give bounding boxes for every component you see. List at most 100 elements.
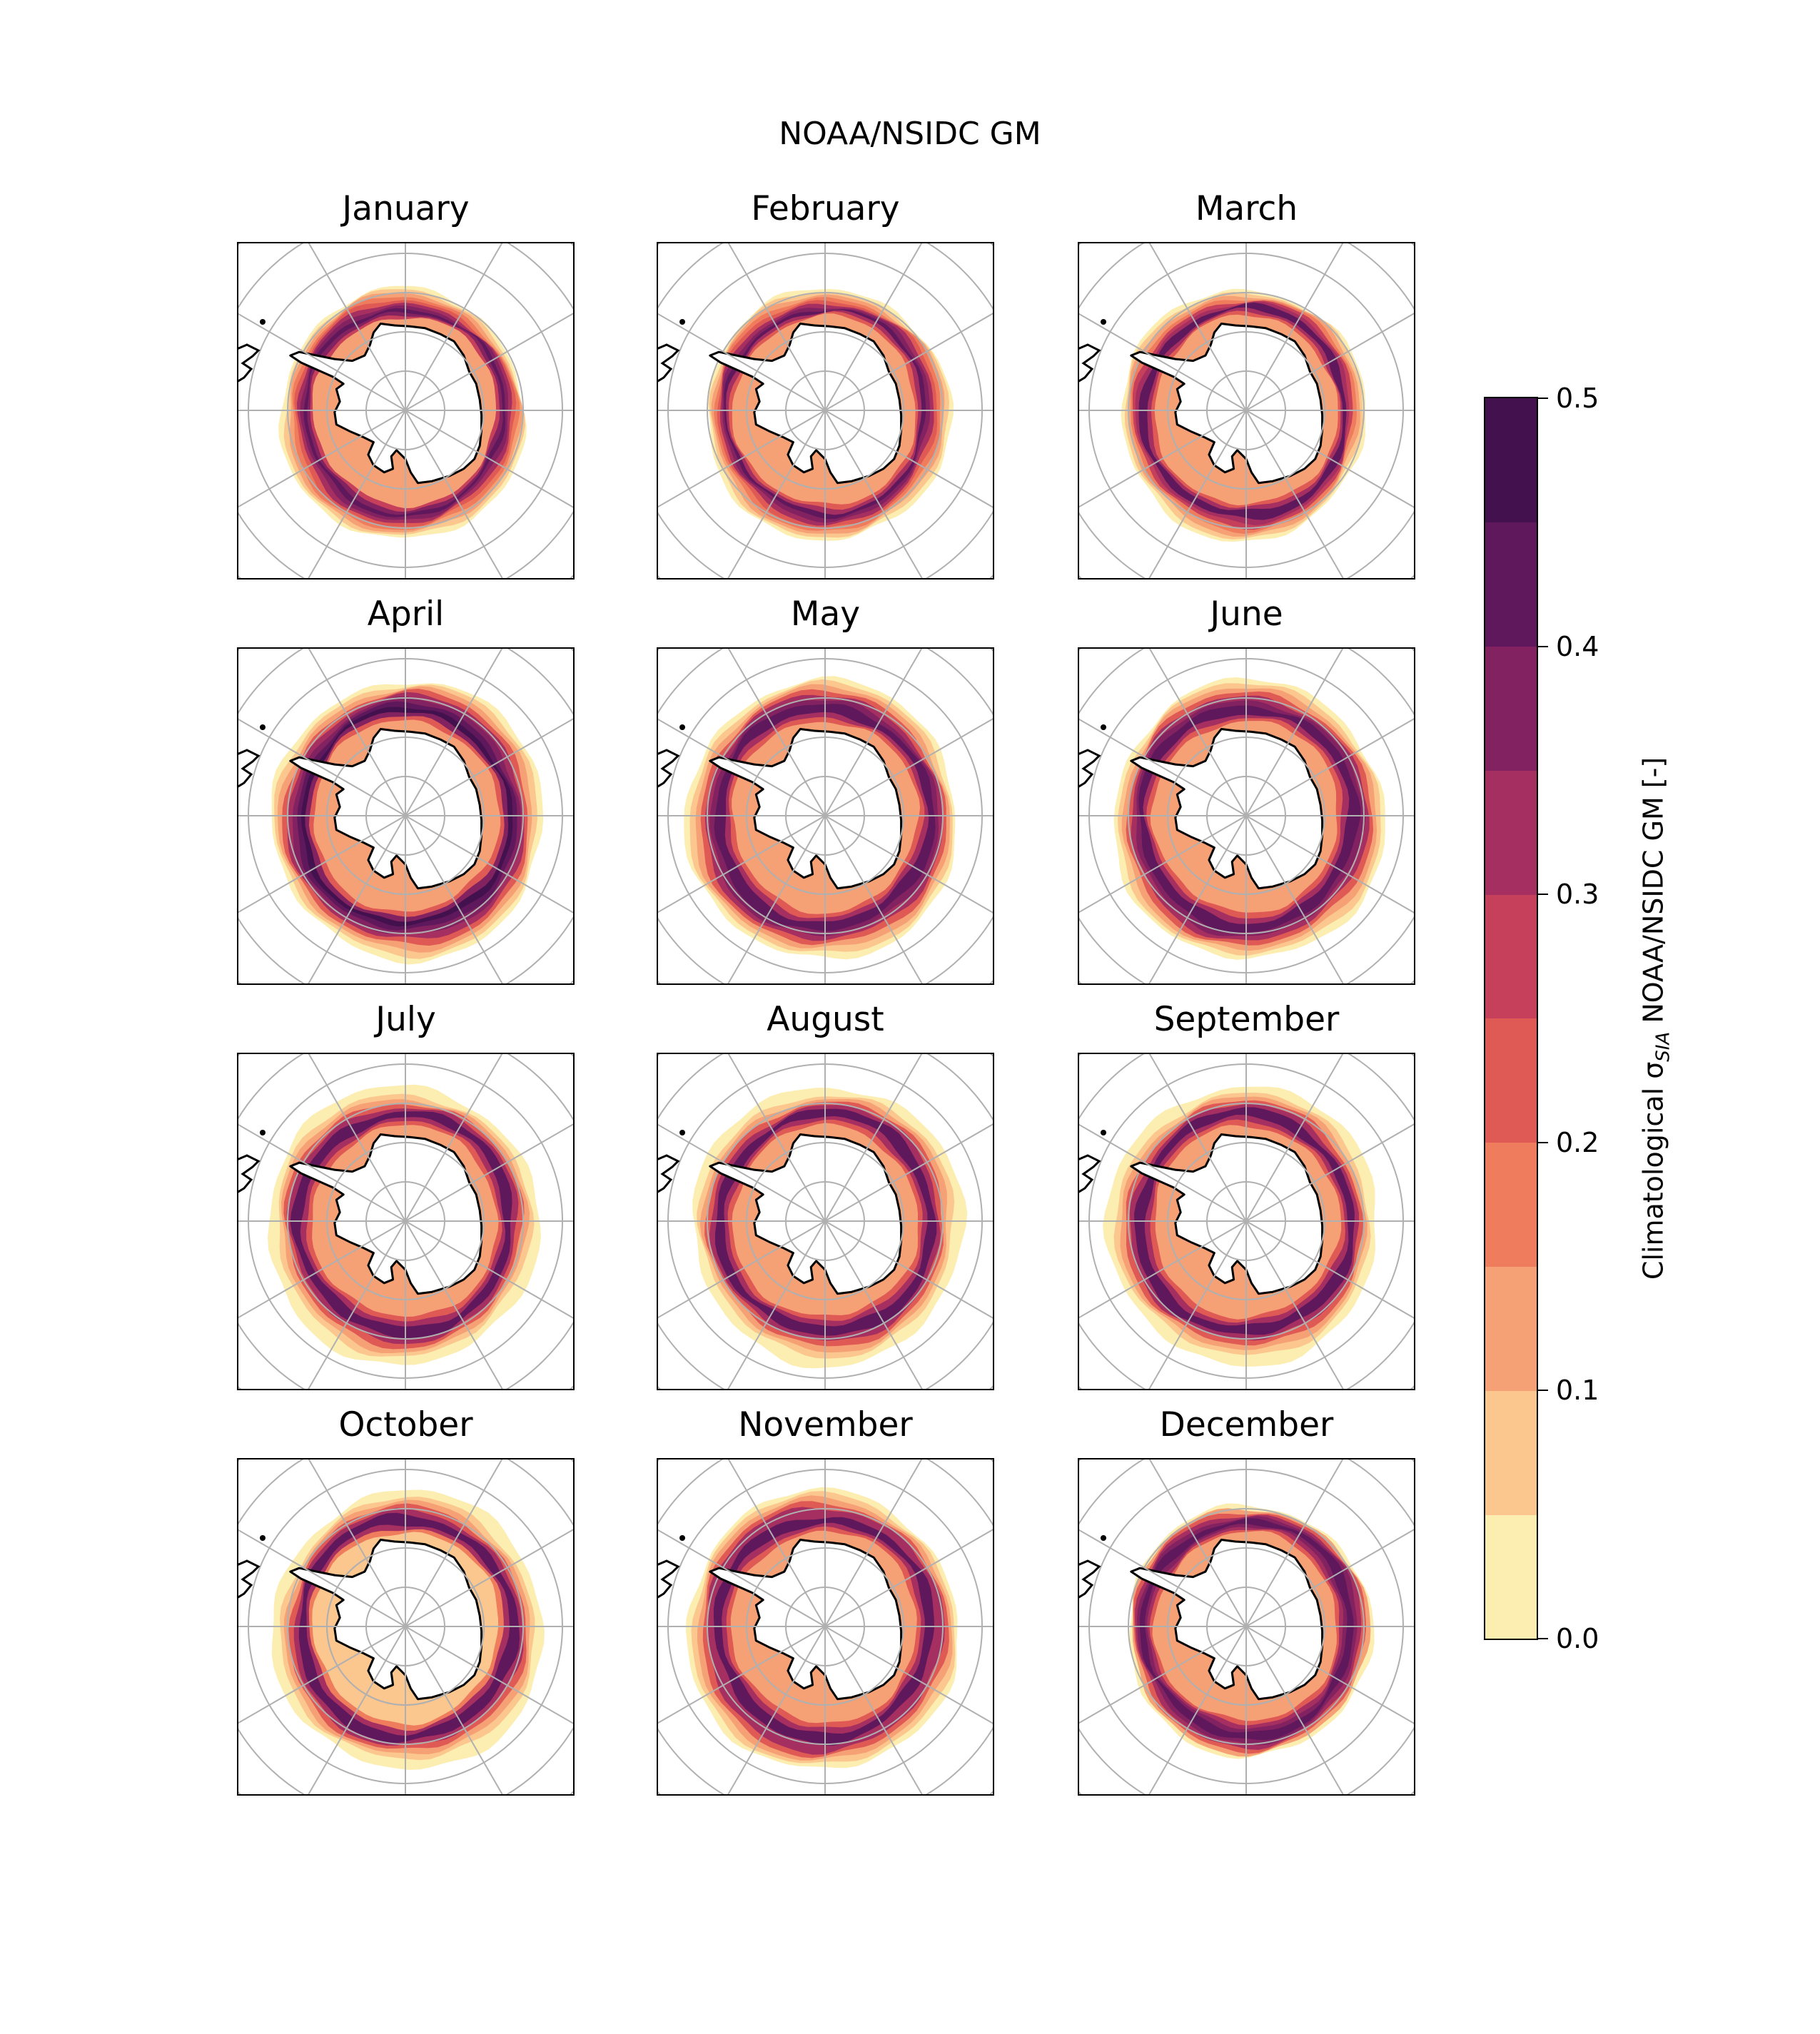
meridian-gridline	[1148, 1220, 1247, 1390]
meridian-gridline	[405, 410, 575, 509]
south-america-coastline	[657, 749, 680, 789]
meridian-gridline	[824, 1458, 924, 1627]
colorbar-band	[1485, 1390, 1537, 1515]
island-marker	[1101, 1535, 1106, 1541]
south-america-coastline	[237, 749, 261, 789]
island-marker	[679, 1130, 685, 1135]
meridian-gridline	[657, 312, 826, 411]
polar-map	[1078, 1053, 1415, 1390]
antarctica-coastline	[1130, 728, 1324, 890]
polar-map	[237, 647, 575, 985]
meridian-gridline	[824, 647, 924, 816]
meridian-gridline	[657, 1528, 826, 1627]
meridian-gridline	[824, 815, 924, 985]
meridian-gridline	[1078, 312, 1247, 411]
colorbar-band	[1485, 770, 1537, 895]
panel-title: March	[1195, 189, 1298, 228]
figure-title: NOAA/NSIDC GM	[779, 116, 1041, 152]
meridian-gridline	[1148, 815, 1247, 985]
meridian-gridline	[307, 1626, 406, 1796]
colorbar-tick-label: 0.5	[1556, 383, 1599, 414]
meridian-gridline	[1078, 1626, 1247, 1725]
meridian-gridline	[405, 1053, 504, 1222]
polar-map	[237, 242, 575, 580]
meridian-gridline	[1078, 1528, 1247, 1627]
meridian-gridline	[1148, 1053, 1247, 1222]
meridian-gridline	[405, 1626, 575, 1725]
meridian-gridline	[1245, 1458, 1345, 1627]
colorbar-band	[1485, 1142, 1537, 1268]
meridian-gridline	[405, 1626, 504, 1796]
meridian-gridline	[237, 1528, 406, 1627]
meridian-gridline	[824, 312, 994, 411]
meridian-gridline	[824, 717, 994, 816]
meridian-gridline	[405, 1123, 575, 1222]
island-marker	[679, 724, 685, 730]
meridian-gridline	[657, 410, 826, 509]
south-america-coastline	[657, 343, 680, 383]
panel-title: June	[1210, 594, 1283, 634]
antarctica-coastline	[709, 728, 903, 890]
colorbar-tick	[1538, 1390, 1548, 1392]
meridian-gridline	[307, 1220, 406, 1390]
meridian-gridline	[824, 1220, 924, 1390]
meridian-gridline	[657, 1626, 826, 1725]
colorbar-tick-label: 0.1	[1556, 1375, 1599, 1407]
meridian-gridline	[727, 1053, 826, 1222]
colorbar-band	[1485, 894, 1537, 1019]
colorbar-label-suffix: NOAA/NSIDC GM [-]	[1637, 757, 1669, 1032]
meridian-gridline	[1148, 1626, 1247, 1796]
meridian-gridline	[405, 815, 504, 985]
panel-title: November	[738, 1405, 913, 1444]
meridian-gridline	[1245, 410, 1345, 580]
meridian-gridline	[307, 1458, 406, 1627]
meridian-gridline	[1245, 815, 1345, 985]
island-marker	[679, 1535, 685, 1541]
meridian-gridline	[1245, 1626, 1415, 1725]
colorbar-tick-label: 0.2	[1556, 1126, 1599, 1158]
colorbar-band	[1485, 646, 1537, 771]
meridian-gridline	[405, 1528, 575, 1627]
meridian-gridline	[405, 242, 504, 411]
polar-map	[657, 1458, 994, 1796]
colorbar-tick	[1538, 398, 1548, 399]
meridian-gridline	[824, 1123, 994, 1222]
colorbar-tick	[1538, 1638, 1548, 1639]
meridian-gridline	[1148, 647, 1247, 816]
meridian-gridline	[1245, 717, 1415, 816]
meridian-gridline	[237, 1123, 406, 1222]
antarctica-coastline	[289, 323, 483, 485]
island-marker	[260, 319, 266, 325]
meridian-gridline	[405, 1220, 575, 1320]
antarctica-coastline	[289, 1539, 483, 1701]
meridian-gridline	[824, 1528, 994, 1627]
south-america-coastline	[657, 1559, 680, 1599]
panel-title: January	[342, 189, 470, 228]
meridian-gridline	[307, 242, 406, 411]
antarctica-coastline	[709, 323, 903, 485]
meridian-gridline	[727, 1220, 826, 1390]
meridian-gridline	[307, 815, 406, 985]
south-america-coastline	[237, 1559, 261, 1599]
south-america-coastline	[237, 343, 261, 383]
panel-title: July	[375, 1000, 436, 1039]
meridian-gridline	[1245, 410, 1415, 509]
meridian-gridline	[405, 1220, 504, 1390]
meridian-gridline	[1078, 815, 1247, 914]
meridian-gridline	[1245, 1123, 1415, 1222]
antarctica-coastline	[289, 1133, 483, 1295]
meridian-gridline	[1148, 1458, 1247, 1627]
meridian-gridline	[1245, 1626, 1345, 1796]
colorbar-label-subscript: SIA	[1652, 1031, 1674, 1062]
meridian-gridline	[1078, 1220, 1247, 1320]
south-america-coastline	[1078, 749, 1101, 789]
meridian-gridline	[405, 1458, 504, 1627]
meridian-gridline	[727, 242, 826, 411]
meridian-gridline	[1245, 312, 1415, 411]
colorbar-tick	[1538, 894, 1548, 896]
meridian-gridline	[1245, 242, 1345, 411]
meridian-gridline	[237, 312, 406, 411]
meridian-gridline	[1148, 242, 1247, 411]
meridian-gridline	[1245, 1528, 1415, 1627]
panel-title: April	[367, 594, 445, 634]
